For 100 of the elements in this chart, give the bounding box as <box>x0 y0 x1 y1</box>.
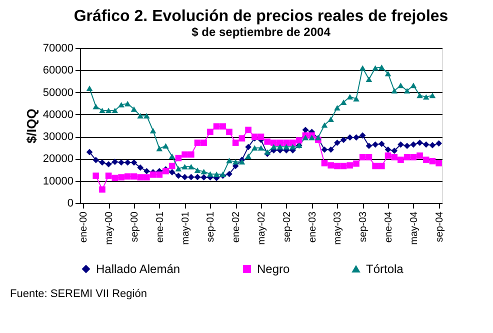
y-tick-label: 30000 <box>42 131 74 144</box>
x-tick-label: sep-01 <box>206 211 217 242</box>
point <box>232 140 239 146</box>
legend-label: Negro <box>257 262 290 276</box>
point <box>321 160 328 166</box>
point <box>200 174 208 180</box>
point <box>99 159 106 166</box>
point <box>150 171 156 178</box>
point <box>290 144 296 150</box>
point <box>188 151 194 158</box>
point <box>238 159 246 165</box>
legend-label: Tórtola <box>366 262 404 276</box>
x-tick-label: sep-00 <box>129 211 140 242</box>
point <box>188 174 194 180</box>
point <box>220 123 226 130</box>
point <box>144 113 150 118</box>
point <box>416 152 423 159</box>
point <box>99 108 106 114</box>
point <box>156 146 163 152</box>
point <box>137 174 144 180</box>
x-tick-label: ene-00 <box>78 211 90 243</box>
x-tick-label: may-04 <box>408 211 420 245</box>
point <box>226 158 232 164</box>
point <box>321 122 328 128</box>
point <box>105 172 112 179</box>
y-tick-label: 60000 <box>42 64 74 77</box>
point <box>422 156 430 163</box>
point <box>398 82 404 88</box>
point <box>334 140 340 146</box>
y-tick-label: 40000 <box>42 108 74 121</box>
point <box>340 100 347 105</box>
point <box>150 128 156 134</box>
point <box>175 172 182 179</box>
x-tick-label: sep-02 <box>282 211 293 242</box>
point <box>137 113 144 118</box>
point <box>346 162 354 169</box>
point <box>290 140 296 146</box>
point <box>296 137 302 144</box>
point <box>321 146 328 153</box>
point <box>175 166 182 172</box>
point <box>384 146 392 153</box>
y-tick-label: 10000 <box>42 175 74 188</box>
point <box>130 106 138 112</box>
point <box>264 138 271 145</box>
point <box>346 134 354 141</box>
point <box>194 174 201 180</box>
x-tick-label: may-03 <box>332 211 344 245</box>
point <box>340 162 347 170</box>
point <box>353 160 360 167</box>
point <box>334 162 340 170</box>
point <box>346 94 354 100</box>
point <box>144 168 150 174</box>
point <box>410 141 417 148</box>
point <box>384 152 392 159</box>
point <box>112 158 118 165</box>
point <box>372 141 378 148</box>
point <box>353 96 360 102</box>
point <box>359 65 366 71</box>
point <box>226 128 232 136</box>
point <box>245 154 252 160</box>
point <box>340 136 347 144</box>
point <box>353 134 360 141</box>
point <box>410 82 417 88</box>
point <box>182 174 188 180</box>
point <box>359 154 366 160</box>
point <box>283 140 290 146</box>
point <box>86 86 93 92</box>
point <box>245 126 252 134</box>
point <box>99 186 106 193</box>
point <box>429 92 436 98</box>
point <box>328 116 334 122</box>
point <box>276 140 284 146</box>
point <box>194 167 201 173</box>
point <box>130 173 138 180</box>
point <box>238 135 246 142</box>
point <box>194 140 201 146</box>
point <box>86 148 93 156</box>
point <box>182 151 188 158</box>
point <box>168 162 176 170</box>
point <box>378 140 385 148</box>
point <box>404 142 410 150</box>
point <box>188 164 194 170</box>
point <box>302 134 309 140</box>
point <box>334 105 340 111</box>
chart-subtitle: $ de septiembre de 2004 <box>192 25 331 39</box>
point <box>245 144 252 150</box>
point <box>168 154 176 160</box>
x-tick-label: may-02 <box>256 211 268 245</box>
point <box>283 144 290 150</box>
point <box>308 134 315 140</box>
point <box>112 174 118 182</box>
point <box>276 144 284 150</box>
point <box>422 141 430 148</box>
point <box>118 174 124 180</box>
point <box>366 76 372 82</box>
point <box>124 100 131 106</box>
source-note: Fuente: SEREMI VII Región <box>10 288 147 300</box>
point <box>404 154 410 160</box>
x-tick-label: sep-04 <box>434 211 446 242</box>
point <box>416 140 423 146</box>
